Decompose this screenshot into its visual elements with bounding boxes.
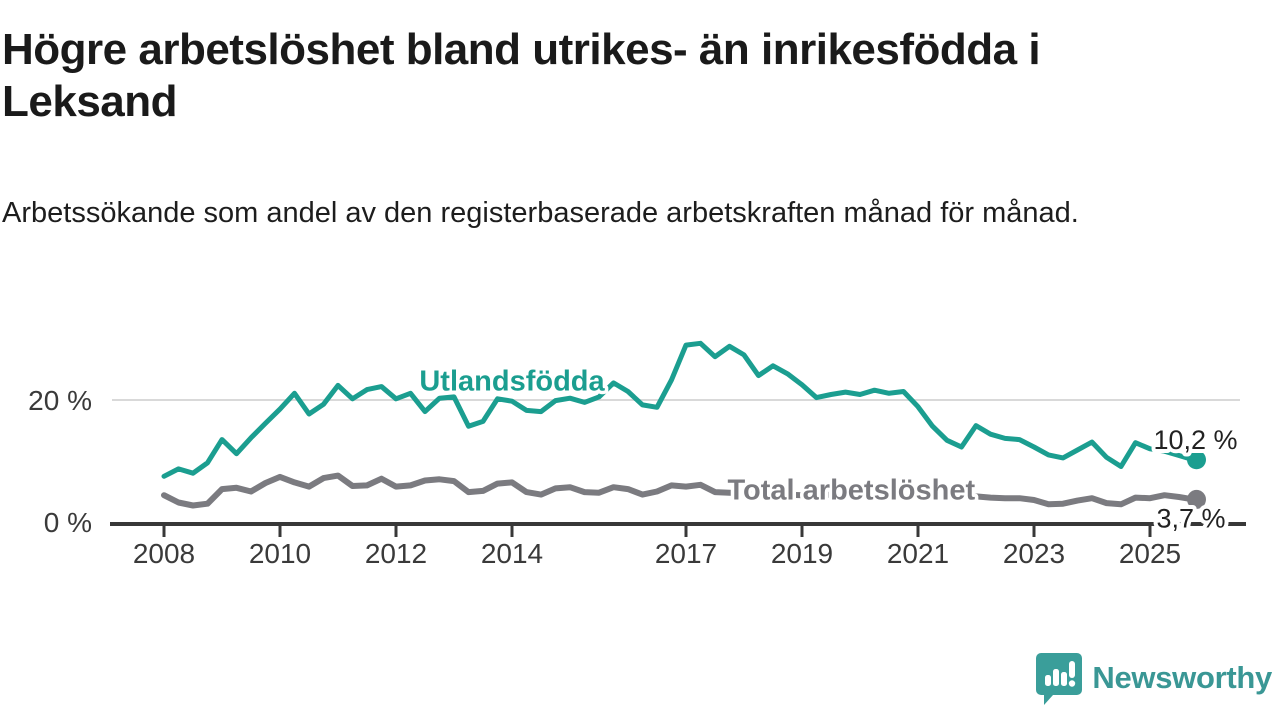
series-end-dot-utlandsfödda (1187, 450, 1206, 470)
speech-bubble-bar-chart-icon (1036, 653, 1083, 705)
x-tick-label-2021: 2021 (887, 538, 949, 569)
y-tick-label-20: 20 % (28, 385, 92, 416)
x-tick-label-2017: 2017 (655, 538, 717, 569)
x-tick-label-2012: 2012 (365, 538, 427, 569)
newsworthy-logo-text: Newsworthy (1092, 660, 1272, 695)
series-end-dot-total-arbetslöshet (1187, 489, 1206, 509)
chart-subtitle: Arbetssökande som andel av den registerb… (2, 197, 1079, 229)
x-tick-label-2025: 2025 (1119, 538, 1181, 569)
x-tick-label-2014: 2014 (481, 538, 543, 569)
series-label-utlandsfödda: Utlandsfödda (419, 365, 605, 397)
chart-title: Högre arbetslöshet bland utrikes- än inr… (2, 25, 1041, 126)
x-tick-label-2019: 2019 (771, 538, 833, 569)
x-tick-label-2008: 2008 (133, 538, 195, 569)
y-tick-label-0: 0 % (44, 507, 92, 538)
newsworthy-logo: Newsworthy (1036, 650, 1272, 706)
series-line-total-arbetslöshet (161, 472, 1197, 509)
x-tick-label-2023: 2023 (1003, 538, 1065, 569)
x-tick-label-2010: 2010 (249, 538, 311, 569)
series-line-utlandsfödda (161, 340, 1196, 479)
end-value-label-utlandsfödda: 10,2 % (1154, 425, 1238, 455)
end-value-label-total-arbetslöshet: 3,7 % (1157, 503, 1226, 533)
series-label-total-arbetslöshet: Total arbetslöshet (727, 475, 975, 507)
